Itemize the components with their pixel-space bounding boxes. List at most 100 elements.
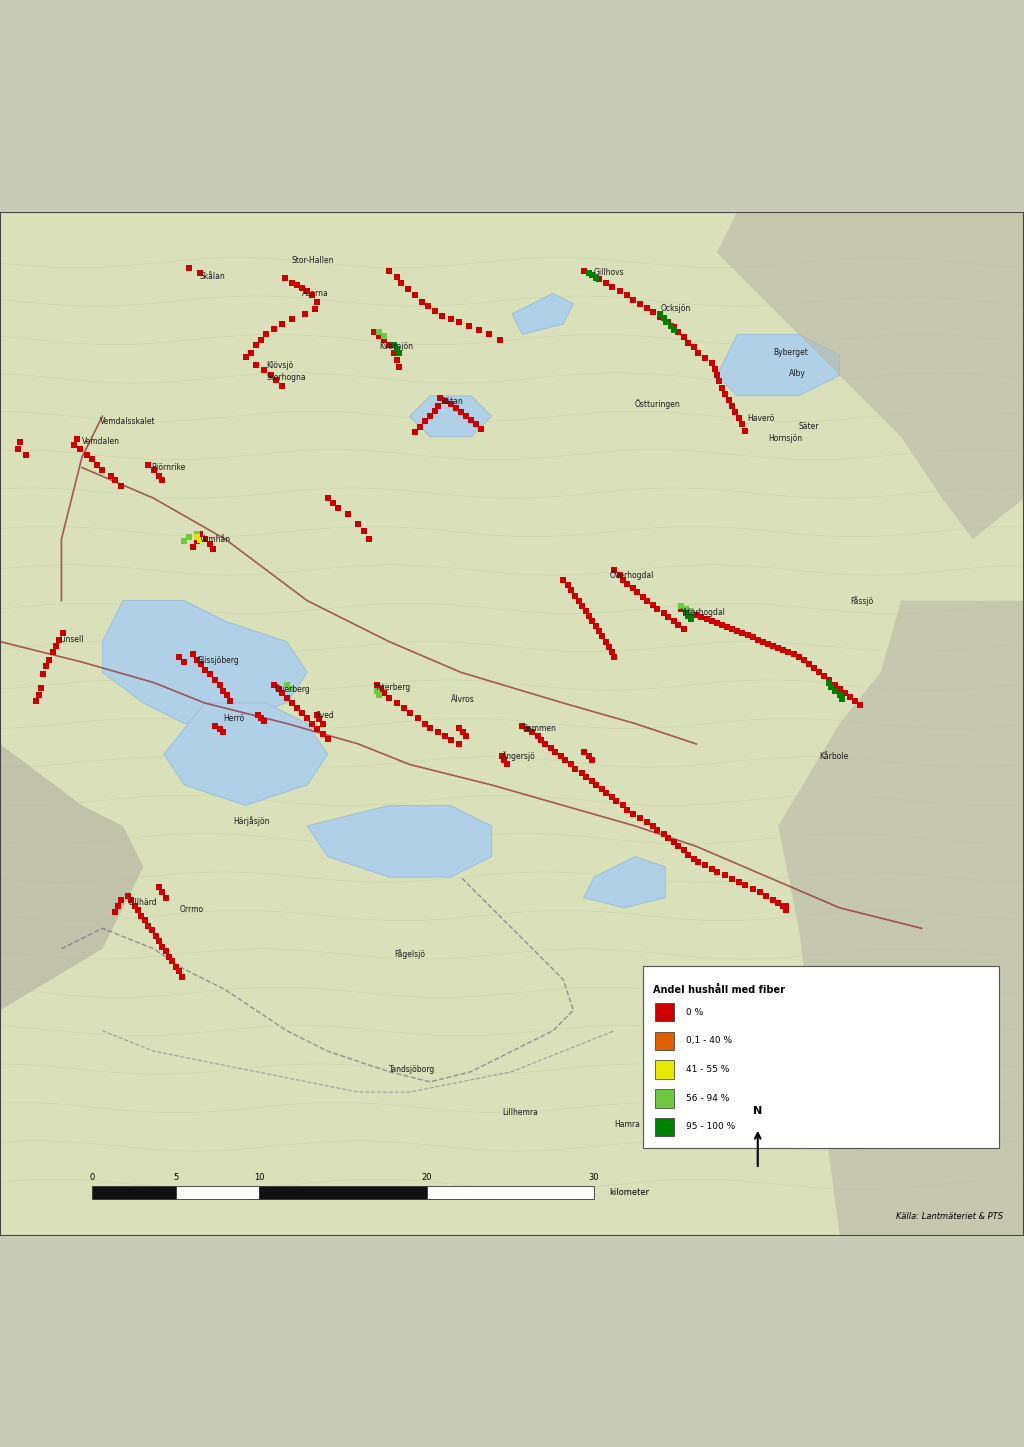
- Point: [670, 614, 686, 637]
- Point: [680, 331, 696, 355]
- Point: [652, 302, 669, 326]
- Point: [670, 321, 686, 344]
- Text: Älvros: Älvros: [451, 696, 474, 705]
- Point: [693, 605, 710, 628]
- Point: [532, 728, 549, 751]
- Point: [632, 292, 648, 315]
- Point: [55, 622, 72, 645]
- Polygon shape: [512, 294, 573, 334]
- Point: [297, 302, 313, 326]
- Point: [496, 748, 512, 771]
- Point: [154, 881, 170, 904]
- Text: Ängersjö: Ängersjö: [502, 751, 536, 761]
- Point: [391, 341, 408, 365]
- Point: [673, 595, 689, 618]
- Point: [770, 891, 786, 915]
- Bar: [176, 1187, 259, 1198]
- Point: [560, 573, 577, 596]
- Text: Källa: Lantmäteriet & PTS: Källa: Lantmäteriet & PTS: [896, 1213, 1004, 1221]
- Point: [140, 454, 157, 478]
- Point: [427, 300, 443, 323]
- Point: [806, 657, 822, 680]
- Bar: [655, 1003, 674, 1022]
- Point: [369, 673, 385, 696]
- Point: [666, 315, 682, 339]
- Point: [584, 263, 600, 287]
- Point: [432, 386, 449, 410]
- Point: [831, 677, 848, 700]
- Point: [171, 959, 187, 983]
- Point: [573, 595, 590, 618]
- Point: [724, 868, 740, 891]
- Point: [492, 328, 508, 352]
- Point: [248, 333, 264, 356]
- Point: [376, 328, 392, 352]
- Bar: [427, 1187, 594, 1198]
- Point: [581, 262, 597, 285]
- Point: [847, 689, 863, 712]
- Text: Fågelsjö: Fågelsjö: [394, 949, 425, 959]
- Point: [625, 577, 641, 601]
- Polygon shape: [584, 857, 666, 907]
- Point: [703, 609, 720, 632]
- Point: [731, 407, 748, 430]
- Point: [557, 748, 573, 771]
- Point: [663, 314, 679, 337]
- Point: [727, 401, 743, 424]
- Point: [816, 664, 833, 687]
- Point: [33, 676, 49, 699]
- Point: [371, 321, 387, 344]
- Polygon shape: [0, 211, 1024, 1236]
- Point: [604, 276, 621, 300]
- Bar: [643, 967, 999, 1149]
- Point: [106, 900, 123, 923]
- Point: [676, 618, 692, 641]
- Point: [625, 802, 641, 825]
- Point: [714, 614, 730, 637]
- Point: [369, 679, 385, 702]
- Point: [639, 589, 655, 612]
- Text: Överberg: Överberg: [274, 684, 310, 693]
- Text: Åsarna: Åsarna: [302, 289, 329, 298]
- Point: [151, 875, 167, 899]
- Point: [284, 307, 300, 330]
- Point: [494, 745, 510, 768]
- Point: [113, 888, 129, 912]
- Text: Kvarnjön: Kvarnjön: [379, 341, 413, 352]
- Point: [188, 522, 205, 546]
- Point: [645, 301, 662, 324]
- Bar: [655, 1061, 674, 1079]
- Point: [311, 708, 328, 731]
- Point: [193, 653, 209, 676]
- Text: 0,1 - 40 %: 0,1 - 40 %: [686, 1036, 732, 1045]
- Point: [567, 757, 584, 780]
- Point: [158, 886, 174, 909]
- Point: [10, 437, 27, 460]
- Point: [645, 593, 662, 616]
- Text: Härjåsjön: Härjåsjön: [233, 816, 270, 826]
- Point: [381, 259, 397, 282]
- Point: [381, 686, 397, 709]
- Point: [524, 721, 541, 744]
- Point: [606, 645, 623, 669]
- Point: [659, 605, 676, 628]
- Point: [821, 671, 838, 695]
- Point: [709, 612, 725, 635]
- Point: [594, 777, 610, 800]
- Point: [649, 598, 666, 621]
- Point: [563, 752, 580, 776]
- Point: [427, 399, 443, 423]
- Polygon shape: [410, 396, 492, 437]
- Point: [611, 279, 628, 302]
- Point: [381, 333, 397, 356]
- Point: [453, 401, 469, 424]
- Polygon shape: [717, 334, 840, 396]
- Point: [350, 512, 367, 535]
- Point: [731, 871, 748, 894]
- Point: [573, 761, 590, 784]
- Point: [826, 679, 843, 702]
- Point: [197, 658, 213, 682]
- Point: [412, 415, 428, 438]
- Text: 10: 10: [254, 1174, 264, 1182]
- Point: [442, 728, 459, 751]
